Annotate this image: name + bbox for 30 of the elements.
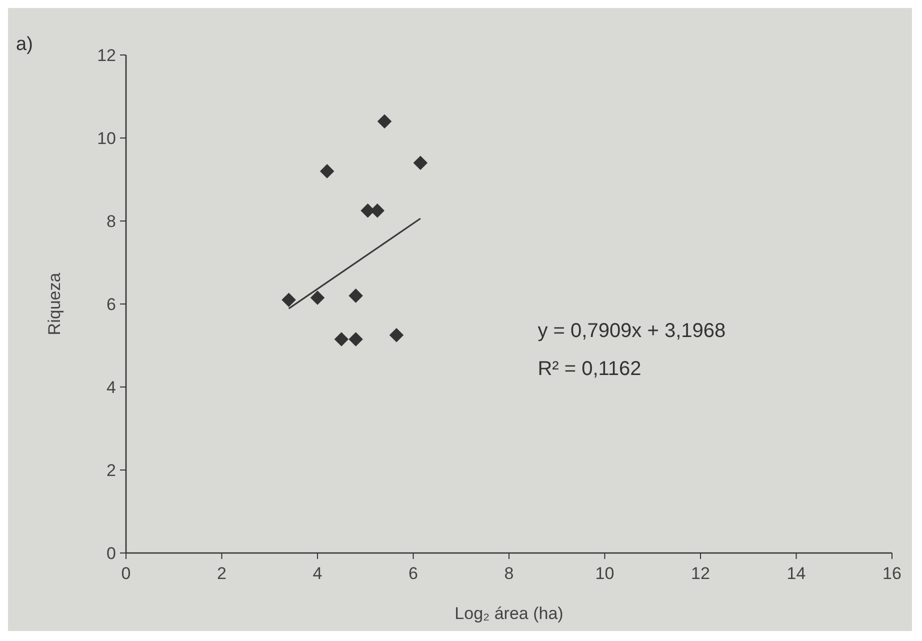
annotation: R² = 0,1162 [538, 358, 642, 380]
y-tick-label: 10 [97, 128, 116, 148]
y-tick-label: 8 [106, 212, 116, 231]
point [282, 292, 296, 307]
annotation: y = 0,7909x + 3,1968 [538, 320, 726, 342]
x-tick-label: 0 [121, 564, 131, 583]
y-tick-label: 12 [97, 46, 116, 65]
point [413, 156, 428, 170]
x-tick-label: 6 [408, 564, 418, 583]
x-axis-title: Log₂ área (ha) [454, 604, 564, 623]
x-tick-label: 16 [882, 564, 902, 583]
x-tick-label: 8 [504, 564, 514, 583]
y-axis-title: Riqueza [45, 272, 64, 336]
point [389, 328, 404, 342]
x-tick-label: 10 [595, 564, 614, 583]
point [348, 288, 363, 303]
y-tick-label: 0 [106, 544, 116, 563]
text: a) [16, 34, 33, 55]
x-tick-label: 12 [691, 564, 710, 583]
point [320, 164, 334, 178]
y-tick-label: 2 [106, 460, 116, 480]
point [348, 332, 363, 346]
y-tick-label: 4 [106, 378, 116, 397]
point [334, 332, 349, 346]
x-tick-label: 4 [312, 564, 322, 583]
x-tick-label: 2 [217, 564, 226, 583]
point [377, 114, 392, 129]
x-tick-label: 14 [786, 564, 806, 583]
y-tick-label: 6 [106, 294, 116, 314]
point [310, 290, 325, 305]
